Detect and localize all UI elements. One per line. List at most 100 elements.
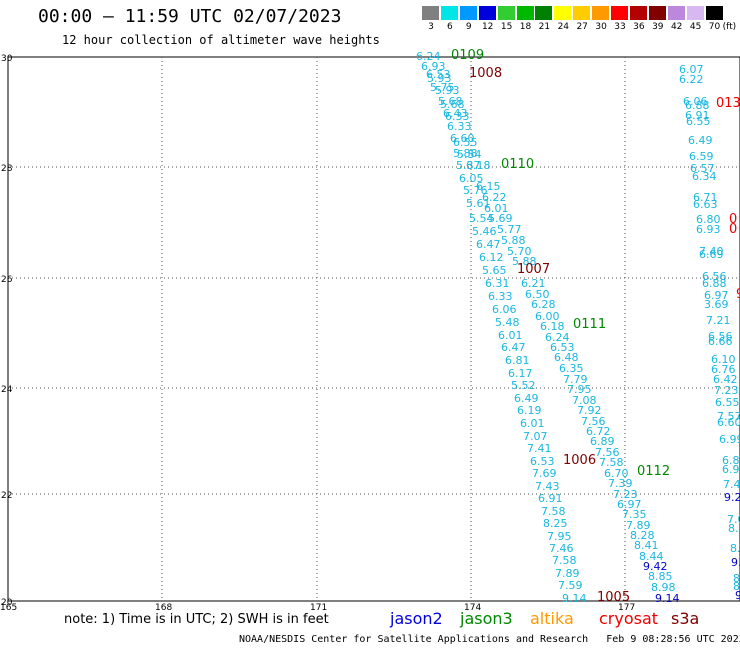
swh-value: 6.80 bbox=[696, 213, 721, 226]
swh-value: 6.81 bbox=[505, 354, 530, 367]
swh-value: 6.56 bbox=[702, 270, 727, 283]
legend-unit: (ft) bbox=[722, 22, 737, 32]
swh-value: 6.59 bbox=[689, 150, 714, 163]
lat-label: 30 bbox=[1, 54, 13, 64]
mission-jason3: jason3 bbox=[460, 609, 513, 628]
legend-label: 24 bbox=[557, 22, 570, 32]
time-label: 9 bbox=[736, 287, 740, 302]
swh-value: 6.93 bbox=[421, 60, 446, 73]
swh-value: 3.69 bbox=[704, 298, 729, 311]
swh-value: 6.71 bbox=[693, 191, 718, 204]
legend-label: 45 bbox=[689, 22, 702, 32]
swh-value: 7.41 bbox=[527, 442, 552, 455]
swh-value: 6.99 bbox=[719, 433, 740, 446]
swh-value: 6.70 bbox=[604, 467, 629, 480]
swh-value: 6.07 bbox=[679, 63, 704, 76]
legend-swatch bbox=[459, 6, 477, 20]
swh-value: 6.53 bbox=[426, 68, 451, 81]
note-text: note: 1) Time is in UTC; 2) SWH is in fe… bbox=[64, 612, 329, 627]
swh-value: 7.95 bbox=[547, 530, 572, 543]
time-label: 1006 bbox=[563, 453, 596, 468]
lat-label: 28 bbox=[1, 164, 13, 174]
time-label: 0 bbox=[729, 222, 737, 237]
time-labels: 0109 1008 0110 1007 0111 1006 0112 1005 013 00 9 bbox=[451, 48, 740, 605]
swh-value: 9.14 bbox=[562, 592, 587, 605]
swh-value: 6.10 bbox=[711, 353, 736, 366]
swh-value: 6.49 bbox=[688, 134, 713, 147]
time-label: 0111 bbox=[573, 317, 606, 332]
swh-value: 9.42 bbox=[643, 560, 668, 573]
swh-value: 8.98 bbox=[651, 581, 676, 594]
legend-swatch bbox=[629, 6, 647, 20]
swh-value: 5.54 bbox=[469, 212, 494, 225]
swh-value: 9.14 bbox=[655, 592, 680, 605]
swh-value: 5.61 bbox=[466, 197, 491, 210]
time-label: 0112 bbox=[637, 464, 670, 479]
swh-value: 7.58 bbox=[599, 456, 624, 469]
swh-value: 7.39 bbox=[608, 477, 633, 490]
swh-value: 6.91 bbox=[685, 109, 710, 122]
swh-value: 8.44 bbox=[639, 550, 664, 563]
swh-value: 6.55 bbox=[686, 115, 711, 128]
swh-value: 8. bbox=[728, 522, 739, 535]
swh-value: 5.88 bbox=[501, 234, 526, 247]
swh-value: 6.53 bbox=[530, 455, 555, 468]
time-label: 0110 bbox=[501, 157, 534, 172]
swh-value: 5.88 bbox=[512, 255, 537, 268]
swh-value: 8.25 bbox=[543, 517, 568, 530]
legend-swatch bbox=[422, 6, 439, 20]
swh-value: 7.57 bbox=[717, 410, 740, 423]
legend-swatch bbox=[648, 6, 666, 20]
swh-measurements: 6.246.936.535.935.755.935.685.686.436.33… bbox=[416, 50, 740, 605]
lon-label: 165 bbox=[0, 603, 17, 613]
swh-value: 6.31 bbox=[485, 277, 510, 290]
mission-s3a: s3a bbox=[671, 609, 700, 628]
swh-value: 6.48 bbox=[554, 351, 579, 364]
swh-value: 6.21 bbox=[521, 277, 546, 290]
swh-value: 9 bbox=[735, 589, 740, 602]
swh-value: 7.46 bbox=[549, 542, 574, 555]
lat-label: 26 bbox=[1, 275, 13, 285]
swh-value: 6.22 bbox=[482, 191, 507, 204]
swh-value: 6.22 bbox=[679, 73, 704, 86]
swh-value: 7.69 bbox=[532, 467, 557, 480]
swh-value: 6.00 bbox=[535, 310, 560, 323]
legend-swatch bbox=[667, 6, 685, 20]
swh-value: 7.92 bbox=[577, 404, 602, 417]
footer-timestamp: Feb 9 08:28:56 UTC 2023 bbox=[606, 634, 740, 645]
lon-label: 171 bbox=[310, 603, 327, 613]
swh-value: 6.19 bbox=[517, 404, 542, 417]
swh-value: 5.77 bbox=[497, 223, 522, 236]
swh-value: 6.97 bbox=[617, 498, 642, 511]
swh-value: 8.28 bbox=[630, 529, 655, 542]
legend-swatch bbox=[497, 6, 515, 20]
legend-label: 70 bbox=[708, 22, 721, 32]
swh-value: 5.69 bbox=[488, 212, 513, 225]
legend-label: 3 bbox=[428, 22, 434, 32]
swh-value: 7.23 bbox=[613, 488, 638, 501]
swh-value: 8.41 bbox=[634, 539, 659, 552]
swh-value: 7.07 bbox=[523, 430, 548, 443]
swh-value: 6.42 bbox=[713, 373, 738, 386]
swh-value: 6.55 bbox=[715, 396, 740, 409]
swh-value: 5.46 bbox=[472, 225, 497, 238]
swh-value: 6.72 bbox=[586, 425, 611, 438]
swh-value: 6.53 bbox=[550, 341, 575, 354]
swh-value: 6.88 bbox=[722, 454, 740, 467]
swh-value: 6.33 bbox=[445, 110, 470, 123]
time-label: 013 bbox=[716, 96, 740, 111]
lon-label: 177 bbox=[618, 603, 635, 613]
subtitle: 12 hour collection of altimeter wave hei… bbox=[62, 33, 380, 47]
swh-value: 6.56 bbox=[708, 330, 733, 343]
time-label: 0 bbox=[729, 212, 737, 227]
swh-value: 6.33 bbox=[447, 120, 472, 133]
legend-label: 36 bbox=[633, 22, 645, 32]
swh-value: 5.54 bbox=[457, 148, 482, 161]
swh-value: 5.68 bbox=[440, 98, 465, 111]
swh-value: 5.70 bbox=[507, 245, 532, 258]
swh-value: 7.58 bbox=[541, 505, 566, 518]
swh-value: 6.05 bbox=[459, 172, 484, 185]
legend-label: 42 bbox=[670, 22, 683, 32]
legend-swatch bbox=[440, 6, 458, 20]
